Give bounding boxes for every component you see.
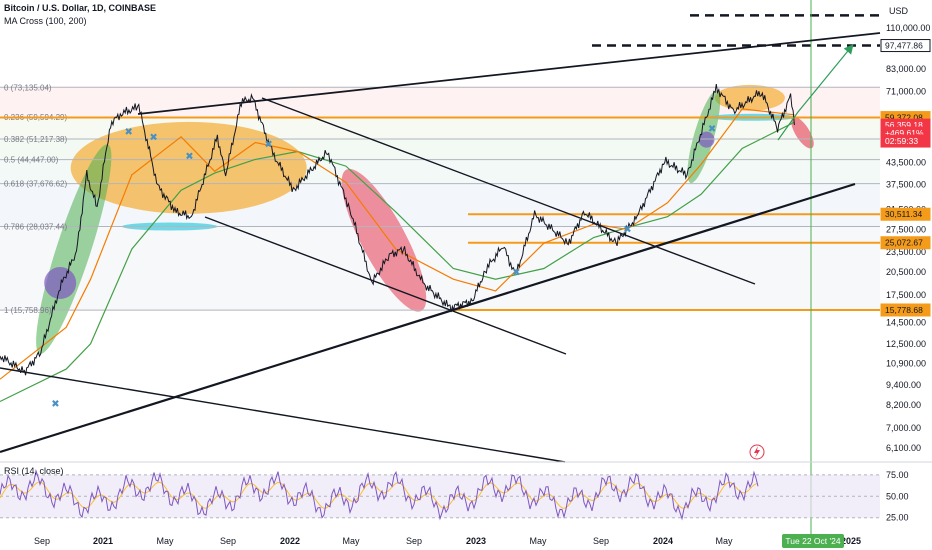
cross-marker: ✖	[623, 224, 631, 235]
price-tick-label: 37,500.00	[886, 179, 926, 189]
price-tick-label: 83,000.00	[886, 64, 926, 74]
time-tick-label: 2022	[280, 536, 300, 546]
price-tags: 97,477.86 59,372.0856,359.18+469.61%02:59…	[880, 39, 931, 317]
rsi-label: RSI (14, close)	[4, 466, 64, 476]
chart-title: Bitcoin / U.S. Dollar, 1D, COINBASE	[4, 3, 157, 13]
price-tag-label: 59,372.08	[885, 113, 923, 123]
price-tag	[880, 134, 931, 148]
price-tick-label: 6,100.00	[886, 443, 921, 453]
time-tick-label: May	[342, 536, 360, 546]
cross-marker: ✖	[149, 132, 157, 143]
price-tag	[880, 207, 931, 221]
price-tick-label: 10,900.00	[886, 359, 926, 369]
cross-marker: ✖	[708, 124, 716, 135]
fib-label: 0.5 (44,447.00)	[4, 156, 59, 165]
price-line	[0, 84, 795, 376]
price-tick-label: 23,500.00	[886, 247, 926, 257]
rsi-tick-label: 50.00	[886, 491, 909, 501]
time-tick-label: Sep	[406, 536, 422, 546]
time-axis: Sep 2021 May Sep 2022 May Sep 2023 May Sep 2024 May…	[34, 534, 861, 548]
indicator-label: MA Cross (100, 200)	[4, 16, 87, 26]
projection-arrow[interactable]	[777, 44, 854, 141]
price-series	[0, 84, 795, 403]
fib-label: 0.786 (28,037.44)	[4, 223, 67, 232]
price-tick-label: 17,500.00	[886, 290, 926, 300]
price-tick-label: 8,200.00	[886, 400, 921, 410]
price-tag	[880, 39, 931, 53]
lightning-icon	[754, 446, 760, 458]
cross-marker: ✖	[51, 399, 59, 410]
price-tick-label: 43,500.00	[886, 158, 926, 168]
cross-marker: ✖	[512, 267, 520, 278]
time-tick-label: May	[529, 536, 547, 546]
price-tick-label: 71,000.00	[886, 87, 926, 97]
price-tag-label: 15,778.68	[885, 305, 923, 315]
price-tag	[880, 303, 931, 317]
price-tick-label: 110,000.00	[886, 23, 930, 33]
trendline[interactable]	[204, 216, 567, 355]
time-tick-label: Sep	[593, 536, 609, 546]
ma-100-line	[0, 108, 795, 380]
time-tick-label: Sep	[220, 536, 236, 546]
price-tag-label: 02:59:33	[885, 136, 918, 146]
cross-marker: ✖	[124, 127, 132, 138]
price-tag-label: 25,072.67	[885, 238, 923, 248]
fib-band	[0, 226, 880, 311]
rsi-tick-label: 75.00	[886, 470, 909, 480]
price-tag-label: 97,477.86	[885, 41, 923, 51]
time-tick-label: 2023	[466, 536, 486, 546]
price-tick-label: 27,500.00	[886, 224, 926, 234]
rsi-pane	[0, 461, 932, 521]
date-marker-label: Tue 22 Oct '24	[785, 536, 840, 546]
fib-label: 1 (15,758.96)	[4, 306, 52, 315]
time-tick-label: 2024	[653, 536, 673, 546]
purple-marker	[698, 131, 715, 148]
rsi-tick-label: 25.00	[886, 513, 909, 523]
purple-marker	[44, 267, 77, 300]
price-tag	[880, 236, 931, 250]
price-axis: 75.00 50.00 25.00 110,000.00 83,000.00 71,000…	[886, 23, 930, 523]
rsi-line	[0, 468, 759, 521]
fib-label: 0.618 (37,676.62)	[4, 180, 67, 189]
price-tick-label: 7,000.00	[886, 423, 921, 433]
rsi-ma-line	[0, 481, 759, 509]
consolidation-zone	[70, 121, 307, 214]
price-tag-label: 30,511.34	[885, 209, 922, 219]
price-tick-label: 14,500.00	[886, 317, 926, 327]
currency-label: USD	[889, 6, 909, 16]
horizontal-levels	[0, 0, 880, 545]
time-tick-label: Sep	[34, 536, 50, 546]
projected-decline-zone	[791, 116, 814, 149]
price-tag-label: +469.61%	[885, 128, 924, 138]
price-tick-label: 20,500.00	[886, 267, 926, 277]
fib-label: 0.382 (51,217.38)	[4, 135, 67, 144]
trendline[interactable]	[0, 367, 566, 463]
fib-label: 0 (73,135.04)	[4, 83, 52, 92]
time-tick-label: May	[715, 536, 733, 546]
time-tick-label: May	[156, 536, 174, 546]
time-tick-label: 2025	[841, 536, 861, 546]
markers: ✖ ✖ ✖ ✖ ✖ ✖ ✖ ✖	[51, 124, 765, 460]
price-tick-label: 9,400.00	[886, 380, 921, 390]
price-tick-label: 12,500.00	[886, 339, 926, 349]
date-marker-tag	[782, 534, 844, 548]
ma-200-line	[0, 121, 795, 403]
price-tag-label: 56,359.18	[885, 120, 923, 130]
trendline[interactable]	[137, 32, 881, 115]
time-tick-label: 2021	[93, 536, 113, 546]
trendline[interactable]	[0, 182, 856, 454]
trendlines[interactable]	[0, 32, 881, 463]
cross-marker: ✖	[185, 152, 193, 163]
cross-marker: ✖	[264, 139, 272, 150]
trendline[interactable]	[261, 97, 756, 285]
